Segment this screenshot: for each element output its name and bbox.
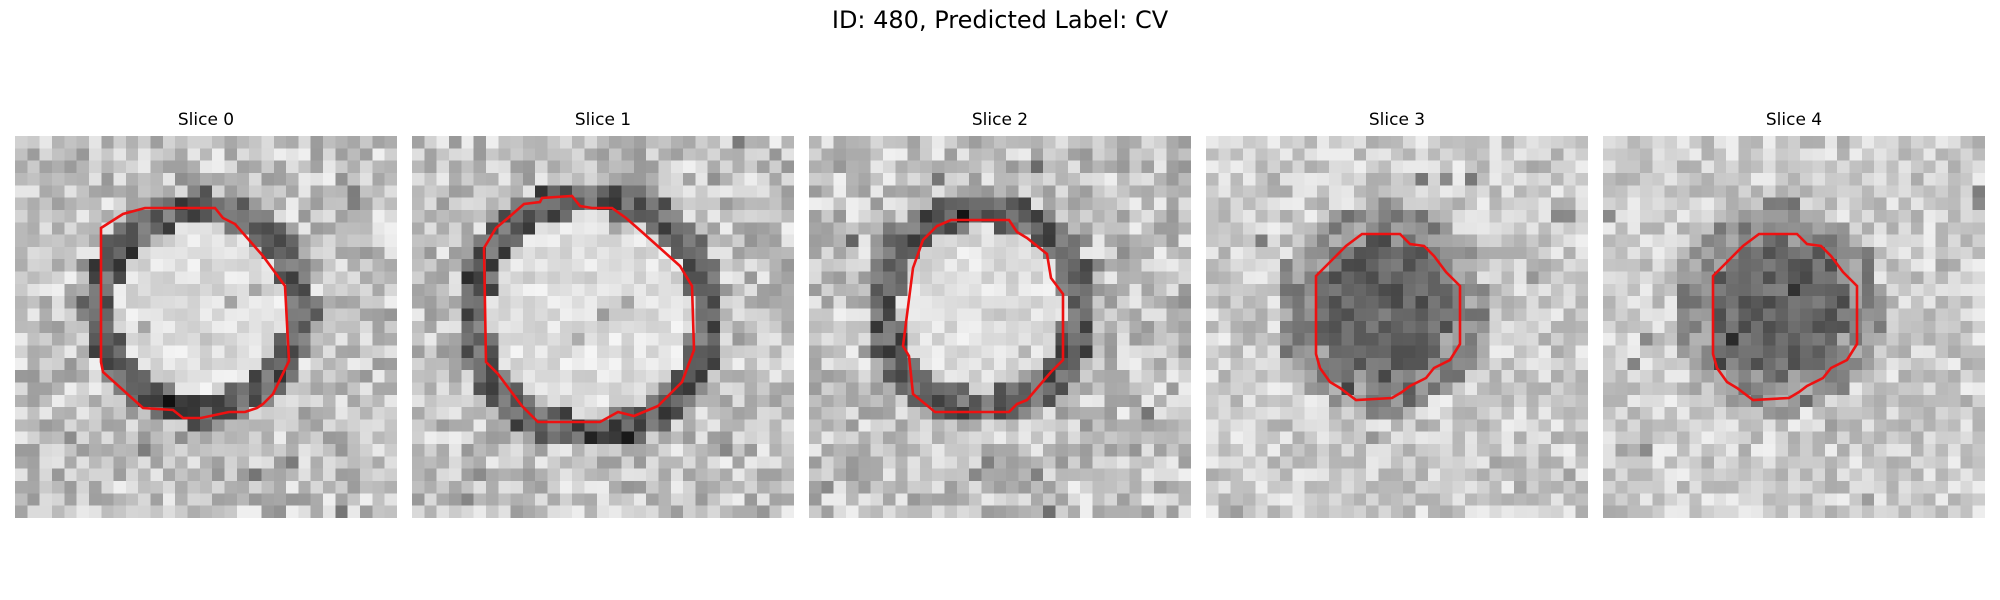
slice-image: [809, 136, 1191, 518]
slice-title: Slice 3: [1368, 110, 1426, 130]
slice-pixels: [1206, 136, 1588, 518]
contour-outline: [1314, 232, 1462, 402]
slice-panel-4: Slice 4: [1603, 110, 1985, 518]
contour-outline: [1711, 232, 1859, 402]
contour-outline: [99, 206, 291, 420]
slice-pixels: [15, 136, 397, 518]
slice-title: Slice 4: [1765, 110, 1823, 130]
slice-pixels: [1603, 136, 1985, 518]
slice-panel-0: Slice 0: [15, 110, 397, 518]
slice-image: [15, 136, 397, 518]
slice-title: Slice 2: [971, 110, 1029, 130]
contour-outline: [901, 218, 1065, 414]
slice-panel-1: Slice 1: [412, 110, 794, 518]
slice-image: [1603, 136, 1985, 518]
figure-title: ID: 480, Predicted Label: CV: [831, 6, 1169, 34]
contour-outline: [482, 194, 696, 424]
slice-title: Slice 0: [177, 110, 235, 130]
slice-image: [1206, 136, 1588, 518]
slice-image: [412, 136, 794, 518]
slice-pixels: [412, 136, 794, 518]
slice-panel-3: Slice 3: [1206, 110, 1588, 518]
slice-title: Slice 1: [574, 110, 632, 130]
slice-pixels: [809, 136, 1191, 518]
slice-panel-2: Slice 2: [809, 110, 1191, 518]
